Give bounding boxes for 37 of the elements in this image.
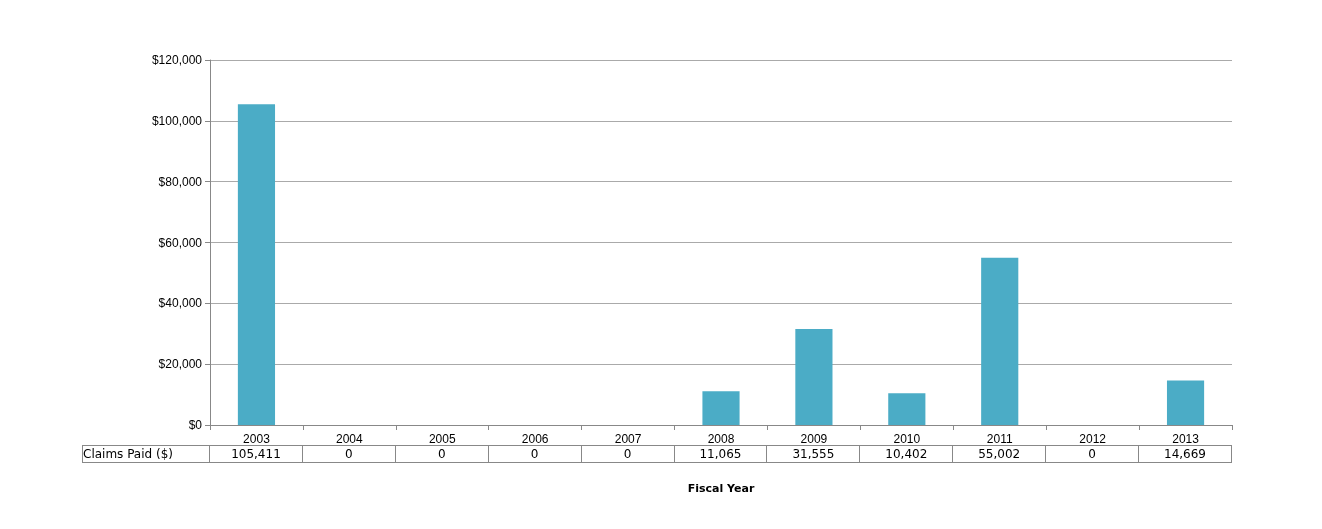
x-tick-label: 2009 [800,432,828,446]
x-axis-title: Fiscal Year [686,482,756,495]
bar [981,257,1019,425]
text: 55,002 [978,447,1021,461]
text: 11,065 [699,447,742,461]
y-tick-label: $20,000 [158,357,203,372]
text: 0 [437,447,446,461]
bar [1166,380,1205,425]
bar [888,393,926,425]
x-tick-label: 2012 [1079,432,1107,446]
x-tick-label: 2010 [893,432,921,446]
y-tick-label: $0 [188,418,203,432]
y-tick-label: $40,000 [158,296,203,311]
x-tick-label: 2007 [614,432,642,446]
text: 0 [1088,447,1096,461]
text: 10,402 [885,447,928,461]
y-tick-label: $60,000 [158,235,203,250]
x-tick-label: 2004 [336,432,364,446]
y-tick-label: $120,000 [151,53,203,67]
x-tick-label: 2006 [521,432,549,446]
x-tick-label: 2011 [986,432,1013,446]
x-tick-label: 2013 [1172,432,1200,446]
text: 0 [623,447,632,461]
x-tick-label: 2005 [428,432,456,446]
text: 14,669 [1164,447,1207,461]
bar [237,104,276,425]
text: 0 [345,447,353,461]
y-tick-label: $100,000 [151,113,203,128]
x-tick-label: 2003 [243,432,271,446]
text: 31,555 [792,447,835,461]
x-tick-label: 2008 [707,432,735,446]
text: 0 [530,447,539,461]
bar [795,329,833,425]
y-tick-label: $80,000 [158,174,203,189]
bar [702,391,740,425]
text: 105,411 [231,447,281,461]
text: Claims Paid ($) [82,445,210,463]
